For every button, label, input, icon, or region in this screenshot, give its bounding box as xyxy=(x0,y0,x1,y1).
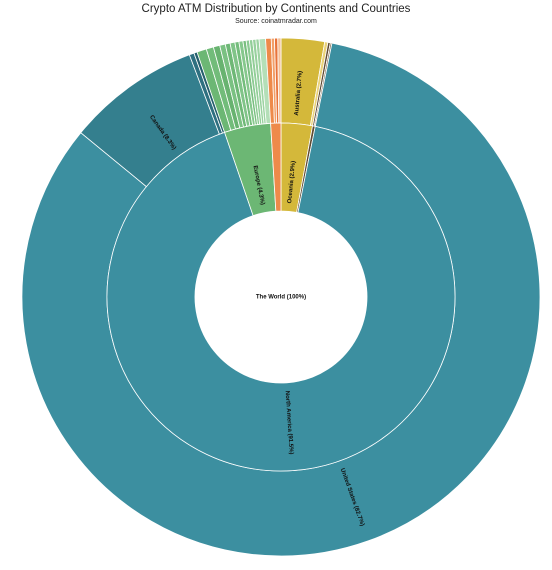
center-circle xyxy=(195,211,367,383)
chart-title: Crypto ATM Distribution by Continents an… xyxy=(141,3,411,15)
continent-ring xyxy=(106,122,456,472)
continent-label-north-america: North America (91.5%) xyxy=(284,391,294,455)
country-label-australia: Australia (2.7%) xyxy=(294,71,304,116)
chart-subtitle: Source: coinatmradar.com xyxy=(235,18,317,25)
continent-label-oceania: Oceania (2.9%) xyxy=(287,161,297,204)
center-label: The World (100%) xyxy=(256,295,306,301)
